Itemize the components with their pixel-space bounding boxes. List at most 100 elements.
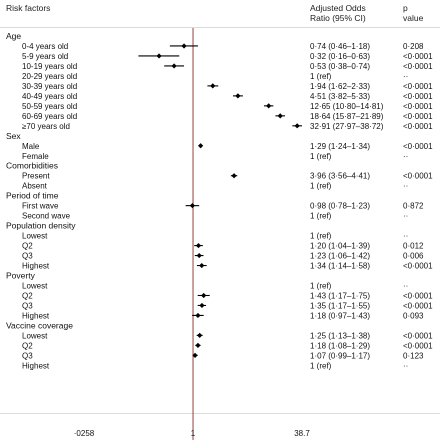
p-value: <0·0001 <box>403 52 433 61</box>
or-value: 1·43 (1·17–1·75) <box>310 291 370 300</box>
row-label: Highest <box>22 311 50 320</box>
row-label: 60-69 years old <box>22 112 77 121</box>
or-point <box>294 123 300 129</box>
or-point <box>277 113 283 119</box>
p-value: ·· <box>403 361 408 370</box>
header-or-line2: Ratio (95% CI) <box>310 13 366 23</box>
p-value: 0·012 <box>403 242 424 251</box>
or-value: 1·07 (0·99–1·17) <box>310 351 370 360</box>
row-label: Second wave <box>22 212 71 221</box>
row-label: Lowest <box>22 282 48 291</box>
p-value: ·· <box>403 152 408 161</box>
or-value: 1·25 (1·13–1·38) <box>310 331 370 340</box>
row-label: Female <box>22 152 49 161</box>
p-value: <0·0001 <box>403 331 433 340</box>
row-label: Present <box>22 172 50 181</box>
or-value: 12·65 (10·80–14·81) <box>310 102 384 111</box>
row-label: 30-39 years old <box>22 82 77 91</box>
p-value: <0·0001 <box>403 172 433 181</box>
p-value: ·· <box>403 232 408 241</box>
p-value: <0·0001 <box>403 122 433 131</box>
row-label: ≥70 years old <box>22 122 70 131</box>
p-value: <0·0001 <box>403 92 433 101</box>
p-value: <0·0001 <box>403 341 433 350</box>
p-value: ·· <box>403 212 408 221</box>
row-label: 50-59 years old <box>22 102 77 111</box>
row-label: Q2 <box>22 341 33 350</box>
or-value: 1·18 (1·08–1·29) <box>310 341 370 350</box>
or-value: 1 (ref) <box>310 72 332 81</box>
or-point <box>156 53 162 59</box>
or-point <box>189 203 196 209</box>
or-value: 1 (ref) <box>310 232 332 241</box>
or-point <box>181 43 187 49</box>
or-value: 1 (ref) <box>310 152 332 161</box>
p-value: <0·0001 <box>403 291 433 300</box>
group-label: Comorbidities <box>6 161 58 171</box>
x-tick-label: ·0258 <box>74 429 95 438</box>
or-point <box>231 173 237 179</box>
group-label: Sex <box>6 131 21 141</box>
p-value: 0·006 <box>403 252 424 261</box>
p-value: <0·0001 <box>403 301 433 310</box>
or-value: 1 (ref) <box>310 361 332 370</box>
or-value: 1·34 (1·14–1·58) <box>310 262 370 271</box>
or-point <box>199 262 205 269</box>
p-value: ·· <box>403 282 408 291</box>
row-label: 20-29 years old <box>22 72 77 81</box>
or-point <box>196 252 202 259</box>
x-tick-label: 1 <box>191 429 196 438</box>
or-point <box>171 63 177 69</box>
or-point <box>210 83 216 89</box>
p-value: 0·208 <box>403 42 424 51</box>
or-value: 1·23 (1·06–1·42) <box>310 252 370 261</box>
p-value: <0·0001 <box>403 112 433 121</box>
or-value: 1 (ref) <box>310 182 332 191</box>
row-label: Highest <box>22 361 50 370</box>
p-value: ·· <box>403 182 408 191</box>
header-or-line1: Adjusted Odds <box>310 3 366 13</box>
p-value: ·· <box>403 72 408 81</box>
p-value: 0·093 <box>403 311 424 320</box>
row-label: 40-49 years old <box>22 92 77 101</box>
header-risk-factors: Risk factors <box>6 3 50 13</box>
p-value: <0·0001 <box>403 82 433 91</box>
or-value: 0·53 (0·38–0·74) <box>310 62 370 71</box>
row-label: Lowest <box>22 331 48 340</box>
row-label: First wave <box>22 202 59 211</box>
p-value: <0·0001 <box>403 102 433 111</box>
or-point <box>235 93 241 99</box>
or-point <box>195 242 202 249</box>
or-value: 1 (ref) <box>310 212 332 221</box>
p-value: 0·872 <box>403 202 424 211</box>
row-label: Q2 <box>22 291 33 300</box>
row-label: Q2 <box>22 242 33 251</box>
or-value: 0·32 (0·16–0·63) <box>310 52 370 61</box>
or-point <box>195 312 201 319</box>
or-value: 1·94 (1·62–2·33) <box>310 82 370 91</box>
or-point <box>201 292 207 299</box>
or-point <box>192 352 198 358</box>
or-point <box>195 342 201 348</box>
or-value: 0·98 (0·78–1·23) <box>310 202 370 211</box>
row-label: Absent <box>22 182 48 191</box>
or-value: 32·91 (27·97–38·72) <box>310 122 384 131</box>
row-label: Q3 <box>22 351 33 360</box>
or-value: 1·20 (1·04–1·39) <box>310 242 370 251</box>
p-value: <0·0001 <box>403 62 433 71</box>
row-label: 0-4 years old <box>22 42 68 51</box>
or-point <box>266 103 272 109</box>
group-label: Population density <box>6 221 76 231</box>
row-label: 10-19 years old <box>22 62 77 71</box>
row-label: Highest <box>22 262 50 271</box>
header-p-line2: value <box>403 13 424 23</box>
or-value: 1·35 (1·17–1·55) <box>310 301 370 310</box>
row-label: Male <box>22 142 40 151</box>
or-value: 4·51 (3·82–5·33) <box>310 92 370 101</box>
row-label: Q3 <box>22 301 33 310</box>
group-label: Age <box>6 31 21 41</box>
or-point <box>197 332 203 338</box>
p-value: <0·0001 <box>403 262 433 271</box>
row-label: Q3 <box>22 252 33 261</box>
